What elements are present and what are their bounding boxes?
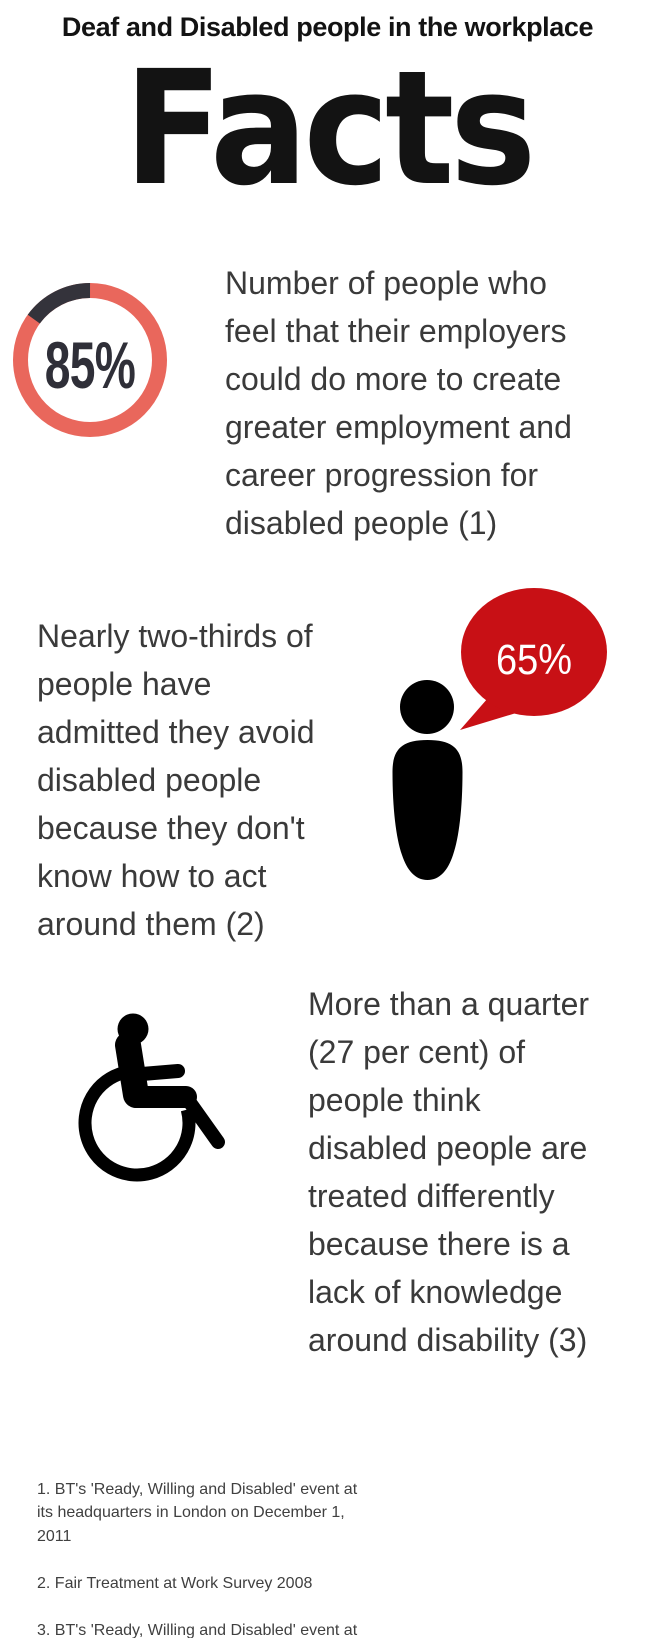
main-title-text: Facts: [123, 37, 536, 221]
wheelchair-icon: [78, 1013, 225, 1182]
donut-center-label: 85%: [44, 328, 136, 402]
fact-employers-text: Number of people who feel that their emp…: [225, 265, 572, 541]
donut-chart-svg: [13, 283, 167, 437]
person-speech-figure: 65%: [392, 588, 607, 880]
header-kicker: Deaf and Disabled people in the workplac…: [61, 12, 594, 42]
footnote-item-3: 3. BT's 'Ready, Willing and Disabled' ev…: [37, 1621, 358, 1638]
wheelchair-person-arm: [123, 1064, 185, 1082]
main-title: Facts: [0, 50, 655, 208]
speech-bubble: [461, 588, 607, 716]
donut-chart: 85%: [13, 283, 167, 437]
speech-bubble-label: 65%: [496, 636, 572, 684]
wheelchair-person-leg: [179, 1090, 225, 1149]
fact-knowledge-text: More than a quarter (27 per cent) of peo…: [308, 986, 590, 1358]
person-body: [392, 740, 463, 880]
person-head: [400, 680, 454, 734]
donut-ring-remainder: [13, 283, 167, 437]
fact-avoidance-text: Nearly two-thirds of people have admitte…: [37, 618, 315, 942]
footnote-item-1: 1. BT's 'Ready, Willing and Disabled' ev…: [37, 1480, 358, 1545]
footnote-item-2: 2. Fair Treatment at Work Survey 2008: [37, 1574, 313, 1592]
footnotes-section: 1. BT's 'Ready, Willing and Disabled' ev…: [37, 1454, 427, 1638]
